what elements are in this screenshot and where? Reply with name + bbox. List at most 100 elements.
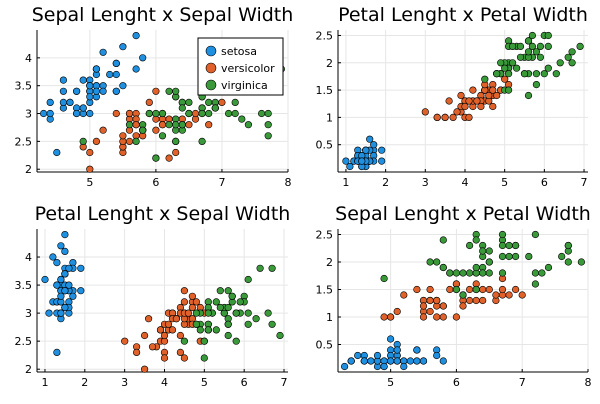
chart-panel-2: Petal Lenght x Petal Width 1 2 3 4 5 6 7 0.5 1 1.5…	[316, 4, 588, 189]
data-point	[481, 75, 489, 83]
chart-title: Sepal Lenght x Sepal Width	[32, 4, 294, 26]
data-point	[518, 291, 526, 299]
x-tick-label: 3	[121, 376, 128, 389]
data-point	[198, 109, 206, 118]
data-point	[508, 42, 517, 51]
data-point	[465, 97, 473, 105]
data-point	[79, 104, 87, 112]
data-point	[576, 42, 584, 51]
data-point	[172, 148, 180, 157]
data-point	[354, 351, 362, 360]
data-point	[236, 298, 244, 306]
data-point	[387, 335, 395, 343]
data-point	[459, 302, 467, 310]
data-point	[459, 291, 467, 299]
data-point	[524, 48, 533, 56]
data-point	[393, 307, 401, 316]
data-point	[156, 326, 165, 334]
data-point	[53, 259, 61, 267]
legend: setosa versicolor virginica	[197, 37, 284, 96]
data-point	[380, 274, 388, 283]
series-virginica	[380, 230, 586, 299]
data-point	[86, 82, 94, 90]
data-point	[61, 247, 69, 255]
data-point	[46, 98, 54, 106]
x-tick-label: 5	[501, 176, 508, 189]
data-point	[466, 269, 474, 277]
data-point	[125, 109, 134, 118]
chart-panel-1: Sepal Lenght x Sepal Width 5 6 7 8 2 2.5 3 3.5 4	[15, 4, 294, 189]
data-point	[244, 320, 252, 328]
x-tick-label: 3	[422, 176, 429, 189]
data-point	[419, 313, 428, 321]
data-point	[180, 354, 188, 362]
data-point	[59, 76, 68, 84]
data-point	[72, 87, 81, 95]
data-point	[532, 80, 541, 89]
data-point	[439, 263, 447, 272]
series-setosa	[342, 135, 386, 171]
data-point	[132, 137, 140, 145]
data-point	[501, 75, 509, 83]
series-virginica	[180, 264, 284, 362]
data-point	[268, 264, 276, 272]
y-tick-label: 1	[326, 311, 333, 324]
y-tick-label: 2	[326, 256, 333, 269]
data-point	[204, 309, 212, 317]
data-point	[205, 109, 213, 118]
data-point	[433, 313, 441, 321]
legend-marker-setosa	[205, 45, 217, 57]
data-point	[57, 292, 65, 300]
data-point	[106, 70, 114, 79]
data-point	[99, 126, 107, 134]
y-tick-label: 2.5	[15, 335, 33, 348]
x-tick-label: 4	[461, 176, 468, 189]
data-point	[125, 121, 134, 129]
data-point	[524, 37, 533, 45]
data-point	[244, 275, 252, 284]
legend-marker-virginica	[205, 79, 217, 91]
data-point	[72, 109, 81, 118]
data-point	[212, 298, 220, 306]
data-point	[406, 357, 415, 365]
data-point	[224, 287, 232, 295]
data-point	[400, 291, 408, 299]
data-point	[452, 285, 461, 294]
series-setosa	[341, 335, 447, 371]
data-point	[564, 258, 572, 266]
data-point	[258, 109, 266, 118]
chart-title: Sepal Lenght x Petal Width	[335, 203, 591, 225]
data-point	[132, 121, 140, 129]
data-point	[66, 98, 74, 106]
data-point	[568, 59, 576, 67]
data-point	[139, 54, 147, 62]
chart-title: Petal Lenght x Petal Width	[338, 4, 588, 26]
data-point	[452, 313, 461, 321]
data-point	[498, 230, 507, 239]
data-point	[393, 357, 401, 365]
data-point	[65, 281, 73, 289]
y-tick-label: 4	[25, 251, 32, 264]
data-point	[188, 292, 196, 300]
x-tick-label: 2	[81, 376, 88, 389]
data-point	[119, 43, 127, 51]
data-point	[45, 309, 53, 317]
data-point	[426, 285, 434, 294]
data-point	[538, 269, 546, 277]
data-point	[205, 98, 213, 106]
data-point	[433, 351, 441, 360]
data-point	[426, 307, 434, 316]
data-point	[59, 98, 68, 106]
data-point	[112, 59, 120, 68]
data-point	[158, 109, 167, 118]
y-tick-label: 2	[25, 163, 32, 176]
data-point	[46, 109, 54, 118]
data-point	[168, 326, 177, 334]
data-point	[252, 315, 260, 323]
data-point	[152, 109, 160, 118]
data-point	[133, 348, 141, 357]
data-point	[145, 98, 153, 106]
data-point	[501, 64, 509, 72]
x-tick-label: 5	[86, 176, 93, 189]
